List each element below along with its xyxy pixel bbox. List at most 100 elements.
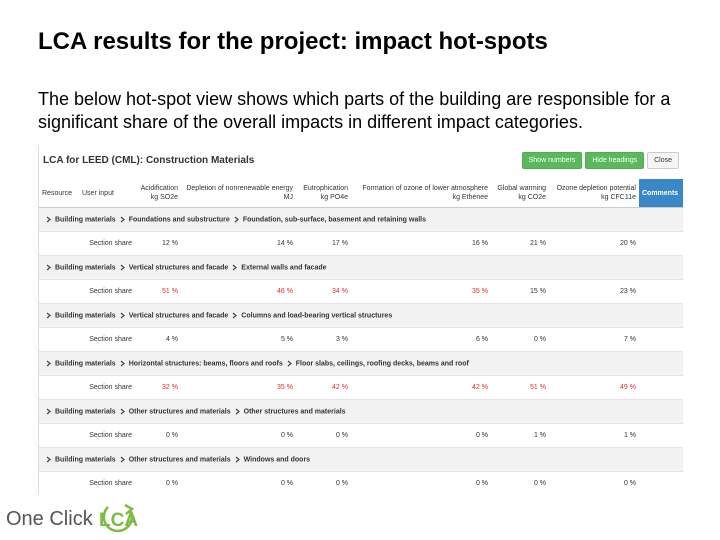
logo-arrow (124, 503, 135, 515)
table-body: Building materials Foundations and substr… (39, 207, 683, 495)
share-value: 0 % (351, 471, 491, 495)
share-label: Section share (79, 327, 135, 352)
column-header: Acidification kg SO2e (135, 179, 181, 208)
share-label: Section share (79, 471, 135, 495)
share-value: 17 % (296, 231, 351, 256)
slide-title: LCA results for the project: impact hot-… (38, 28, 548, 55)
column-name: Comments (642, 189, 679, 197)
share-value: 14 % (181, 231, 296, 256)
cell (39, 375, 79, 400)
share-value: 0 % (549, 471, 639, 495)
share-label: Section share (79, 279, 135, 304)
breadcrumb-item: Other structures and materials (128, 408, 231, 416)
breadcrumb-item: Foundation, sub-surface, basement and re… (242, 216, 427, 224)
chevron-path (234, 216, 239, 223)
breadcrumb: Building materials Other structures and m… (39, 447, 683, 472)
share-label: Section share (79, 231, 135, 256)
chevron-path (46, 312, 51, 319)
column-name: Ozone depletion potential (556, 185, 636, 192)
chevron (287, 360, 292, 367)
share-value: 16 % (351, 231, 491, 256)
comment-cell (639, 231, 683, 256)
column-header: Eutrophication kg PO4e (296, 179, 351, 208)
chevron (46, 312, 51, 319)
share-value: 0 % (296, 471, 351, 495)
share-value: 46 % (181, 279, 296, 304)
screenshot-panel: LCA for LEED (CML): Construction Materia… (38, 145, 685, 495)
breadcrumb-item: Columns and load-bearing vertical struct… (241, 312, 393, 320)
column-header: Formation of ozone of lower atmosphere kg… (351, 179, 491, 208)
comment-cell (639, 375, 683, 400)
column-header: User input (79, 179, 135, 208)
share-row: Section share 32 % 35 % 42 % 42 % 51 % 49 % (39, 375, 683, 400)
column-unit: kg CO2e (518, 194, 546, 201)
share-label: Section share (79, 423, 135, 448)
cell (39, 231, 79, 256)
comment-cell (639, 471, 683, 495)
share-row: Section share 4 % 5 % 3 % 6 % 0 % 7 % (39, 327, 683, 352)
share-value: 1 % (549, 423, 639, 448)
share-value: 23 % (549, 279, 639, 304)
share-value: 0 % (135, 423, 181, 448)
column-name: Global warming (497, 185, 546, 192)
chevron-path (120, 456, 125, 463)
chevron-path (120, 360, 125, 367)
comment-cell (639, 279, 683, 304)
share-value: 4 % (135, 327, 181, 352)
chevron (234, 216, 239, 223)
share-value: 1 % (491, 423, 549, 448)
column-header: Resource (39, 179, 79, 208)
chevron (120, 408, 125, 415)
chevron (120, 216, 125, 223)
column-name: Depletion of nonrenewable energy (186, 185, 293, 192)
chevron (120, 264, 125, 271)
share-value: 32 % (135, 375, 181, 400)
chevron (232, 312, 238, 319)
breadcrumb-row: Building materials Vertical structures an… (39, 303, 683, 328)
column-unit: kg Ethenee (452, 194, 488, 201)
chevron (120, 456, 125, 463)
column-header: Depletion of nonrenewable energy MJ (181, 179, 296, 208)
panel-button[interactable]: Show numbers (521, 152, 583, 169)
share-value: 34 % (296, 279, 351, 304)
breadcrumb: Building materials Vertical structures an… (39, 303, 683, 328)
chevron-path (287, 360, 292, 367)
share-value: 35 % (181, 375, 296, 400)
logo: One Click LCA (6, 503, 138, 533)
column-unit: MJ (283, 194, 293, 201)
share-value: 42 % (351, 375, 491, 400)
chevron (120, 312, 125, 319)
column-unit: kg PO4e (320, 194, 348, 201)
share-value: 0 % (181, 423, 296, 448)
chevron (235, 408, 240, 415)
breadcrumb-item: Windows and doors (243, 456, 311, 464)
share-value: 0 % (296, 423, 351, 448)
chevron-path (46, 456, 51, 463)
share-value: 51 % (491, 375, 549, 400)
share-value: 5 % (181, 327, 296, 352)
comment-cell (639, 327, 683, 352)
breadcrumb-item: Floor slabs, ceilings, roofing decks, be… (295, 360, 469, 368)
breadcrumb-item: Building materials (55, 408, 116, 416)
chevron (46, 216, 51, 223)
breadcrumb-item: Horizontal structures: beams, floors and… (128, 360, 283, 368)
panel-button[interactable]: Hide headings (585, 152, 645, 169)
share-value: 0 % (491, 327, 549, 352)
share-row: Section share 0 % 0 % 0 % 0 % 1 % 1 % (39, 423, 683, 448)
cell (39, 471, 79, 495)
breadcrumb: Building materials Horizontal structures:… (39, 351, 683, 376)
logo-arc (102, 506, 134, 533)
slide-body: The below hot-spot view shows which part… (38, 89, 671, 132)
share-value: 20 % (549, 231, 639, 256)
chevron (46, 360, 51, 367)
share-row: Section share 12 % 14 % 17 % 16 % 21 % 20 % (39, 231, 683, 256)
share-label: Section share (79, 375, 135, 400)
column-unit: kg CFC11e (601, 194, 636, 201)
chevron-path (235, 408, 240, 415)
panel-button[interactable]: Close (647, 152, 679, 169)
share-value: 51 % (135, 279, 181, 304)
chevron (46, 456, 51, 463)
cell (39, 279, 79, 304)
column-name: Acidification (140, 185, 178, 192)
